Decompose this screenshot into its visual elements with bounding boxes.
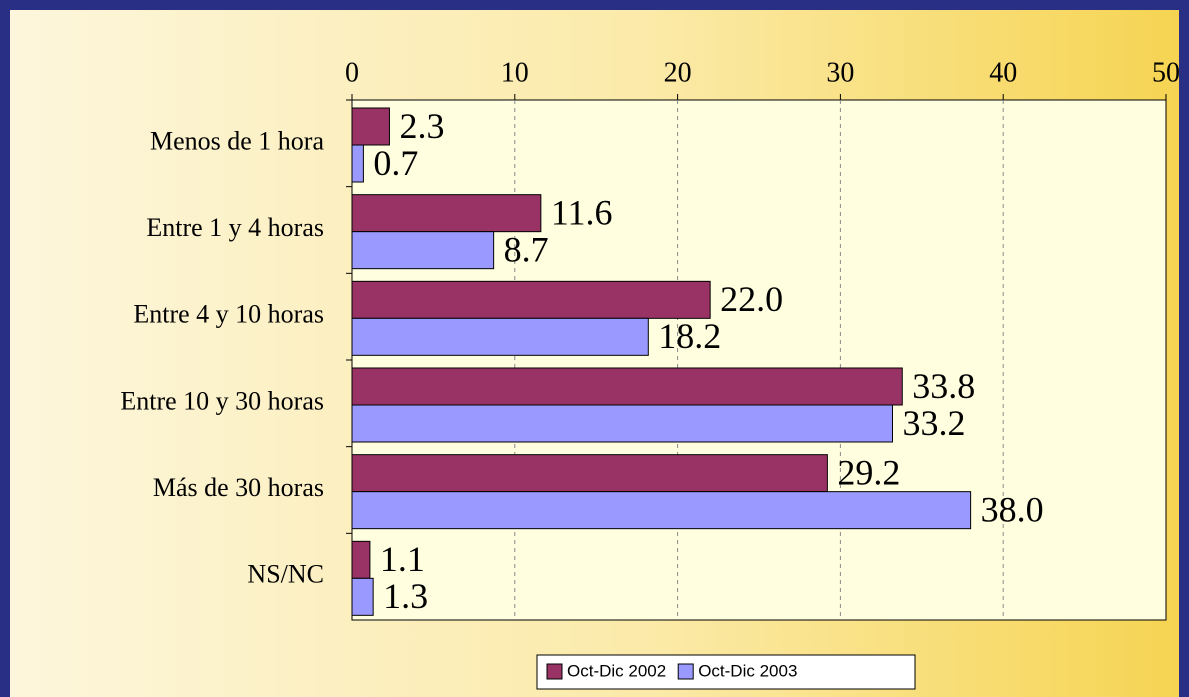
data-label: 18.2 [658, 316, 721, 356]
legend-swatch [546, 663, 563, 680]
bar [351, 194, 542, 233]
bar [351, 107, 390, 146]
bar [351, 577, 374, 616]
bar [351, 317, 649, 356]
y-tick-label: Más de 30 horas [153, 473, 324, 502]
data-label: 1.3 [383, 576, 428, 616]
data-label: 0.7 [373, 143, 418, 183]
legend-label: Oct-Dic 2002 [567, 661, 666, 680]
x-tick-label: 30 [826, 57, 854, 88]
data-label: 8.7 [504, 229, 549, 269]
plot-area [351, 99, 1167, 621]
data-label: 22.0 [720, 279, 783, 319]
bar [351, 454, 828, 493]
bar [351, 367, 903, 406]
data-label: 33.2 [902, 403, 965, 443]
x-tick-label: 20 [664, 57, 692, 88]
x-tick-label: 50 [1152, 57, 1180, 88]
x-tick-label: 10 [501, 57, 529, 88]
legend-box [536, 654, 916, 690]
data-label: 11.6 [551, 192, 613, 232]
bar [351, 491, 972, 530]
y-tick-label: NS/NC [247, 560, 324, 589]
data-label: 2.3 [399, 106, 444, 146]
bar [351, 404, 893, 443]
y-tick-label: Entre 1 y 4 horas [146, 213, 324, 242]
data-label: 38.0 [981, 489, 1044, 529]
bar [351, 540, 371, 579]
data-label: 29.2 [837, 452, 900, 492]
legend-label: Oct-Dic 2003 [698, 661, 797, 680]
bar [351, 144, 364, 183]
bar [351, 280, 711, 319]
x-tick-label: 0 [345, 57, 359, 88]
data-label: 1.1 [380, 539, 425, 579]
y-tick-label: Entre 4 y 10 horas [133, 300, 324, 329]
bar [351, 231, 495, 270]
data-label: 33.8 [912, 366, 975, 406]
x-tick-label: 40 [989, 57, 1017, 88]
legend-swatch [677, 663, 694, 680]
y-tick-label: Menos de 1 hora [150, 126, 324, 155]
y-tick-label: Entre 10 y 30 horas [120, 386, 324, 415]
